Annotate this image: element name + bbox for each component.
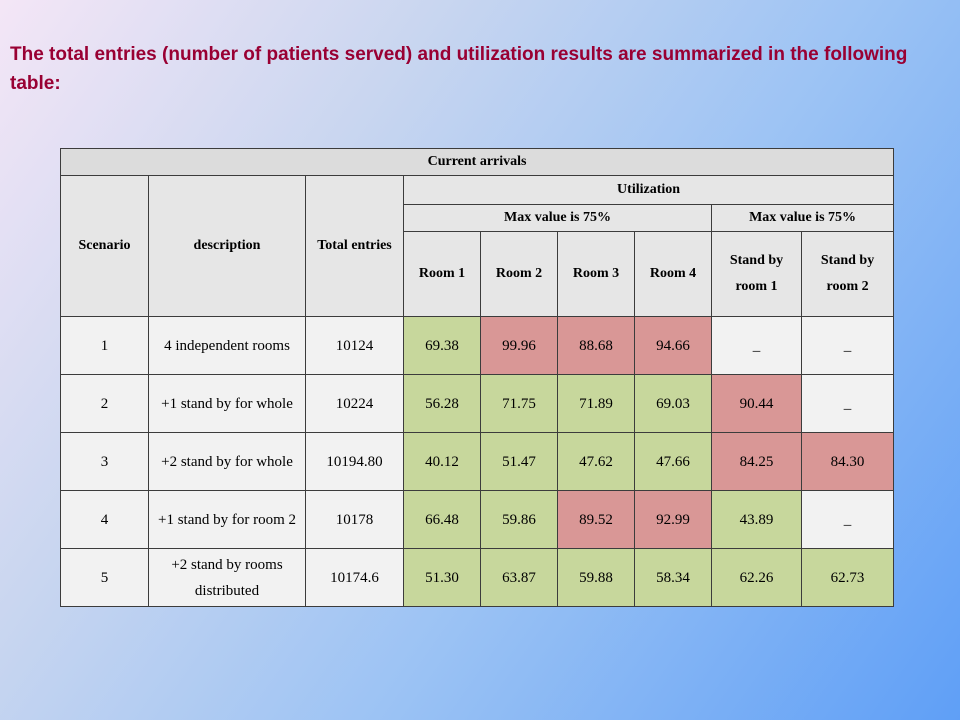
description-header: description <box>148 175 306 317</box>
standby-room-2-cell: _ <box>800 490 895 549</box>
total-entries-cell: 10178 <box>305 490 404 549</box>
description-cell: +1 stand by for whole <box>148 374 306 433</box>
scenario-cell: 3 <box>60 432 149 491</box>
room-1-cell: 69.38 <box>403 316 481 375</box>
room-4-cell: 58.34 <box>634 548 712 607</box>
scenario-cell: 2 <box>60 374 149 433</box>
standby-room-1-cell: 62.26 <box>711 548 802 607</box>
table-row: 3 +2 stand by for whole 10194.80 40.12 5… <box>60 432 895 491</box>
max-value-header-standby: Max value is 75% <box>710 204 895 232</box>
room-1-cell: 40.12 <box>403 432 481 491</box>
description-cell: +1 stand by for room 2 <box>148 490 306 549</box>
standby-room-2-cell: _ <box>800 316 895 375</box>
room-2-cell: 71.75 <box>480 374 558 433</box>
max-value-header-rooms: Max value is 75% <box>403 204 712 232</box>
standby-room-2-cell: 62.73 <box>800 548 895 607</box>
description-cell: +2 stand by for whole <box>148 432 306 491</box>
room-3-cell: 47.62 <box>557 432 635 491</box>
room-2-cell: 59.86 <box>480 490 558 549</box>
room-4-cell: 94.66 <box>634 316 712 375</box>
scenario-cell: 1 <box>60 316 149 375</box>
table-row: 4 +1 stand by for room 2 10178 66.48 59.… <box>60 490 895 549</box>
room-4-cell: 47.66 <box>634 432 712 491</box>
room-3-header: Room 3 <box>557 231 635 317</box>
table-row: 5 +2 stand by rooms distributed 10174.6 … <box>60 548 895 607</box>
total-entries-cell: 10194.80 <box>305 432 404 491</box>
utilization-results-table: Current arrivals Scenario description To… <box>59 148 895 607</box>
room-2-header: Room 2 <box>480 231 558 317</box>
standby-room-1-header: Stand by room 1 <box>711 231 802 317</box>
scenario-header: Scenario <box>60 175 149 317</box>
current-arrivals-header: Current arrivals <box>59 148 895 176</box>
room-3-cell: 71.89 <box>557 374 635 433</box>
room-4-cell: 69.03 <box>634 374 712 433</box>
room-3-cell: 59.88 <box>557 548 635 607</box>
standby-room-1-cell: 90.44 <box>711 374 802 433</box>
description-cell: 4 independent rooms <box>148 316 306 375</box>
room-1-cell: 56.28 <box>403 374 481 433</box>
standby-room-2-cell: 84.30 <box>800 432 895 491</box>
scenario-cell: 4 <box>60 490 149 549</box>
standby-room-2-cell: _ <box>800 374 895 433</box>
utilization-header: Utilization <box>402 175 895 205</box>
room-2-cell: 51.47 <box>480 432 558 491</box>
standby-room-1-cell: 43.89 <box>711 490 802 549</box>
standby-room-2-header: Stand by room 2 <box>800 231 895 317</box>
room-1-cell: 51.30 <box>403 548 481 607</box>
total-entries-cell: 10124 <box>305 316 404 375</box>
page-heading: The total entries (number of patients se… <box>10 44 908 94</box>
room-2-cell: 63.87 <box>480 548 558 607</box>
standby-room-1-cell: 84.25 <box>711 432 802 491</box>
table-row: 2 +1 stand by for whole 10224 56.28 71.7… <box>60 374 895 433</box>
room-3-cell: 89.52 <box>557 490 635 549</box>
room-4-cell: 92.99 <box>634 490 712 549</box>
total-entries-cell: 10224 <box>305 374 404 433</box>
total-entries-header: Total entries <box>305 175 404 317</box>
description-cell: +2 stand by rooms distributed <box>148 548 306 607</box>
room-1-cell: 66.48 <box>403 490 481 549</box>
scenario-cell: 5 <box>60 548 149 607</box>
room-2-cell: 99.96 <box>480 316 558 375</box>
room-3-cell: 88.68 <box>557 316 635 375</box>
standby-room-1-cell: _ <box>711 316 802 375</box>
total-entries-cell: 10174.6 <box>305 548 404 607</box>
room-1-header: Room 1 <box>403 231 481 317</box>
table-row: 1 4 independent rooms 10124 69.38 99.96 … <box>60 316 895 375</box>
room-4-header: Room 4 <box>634 231 712 317</box>
